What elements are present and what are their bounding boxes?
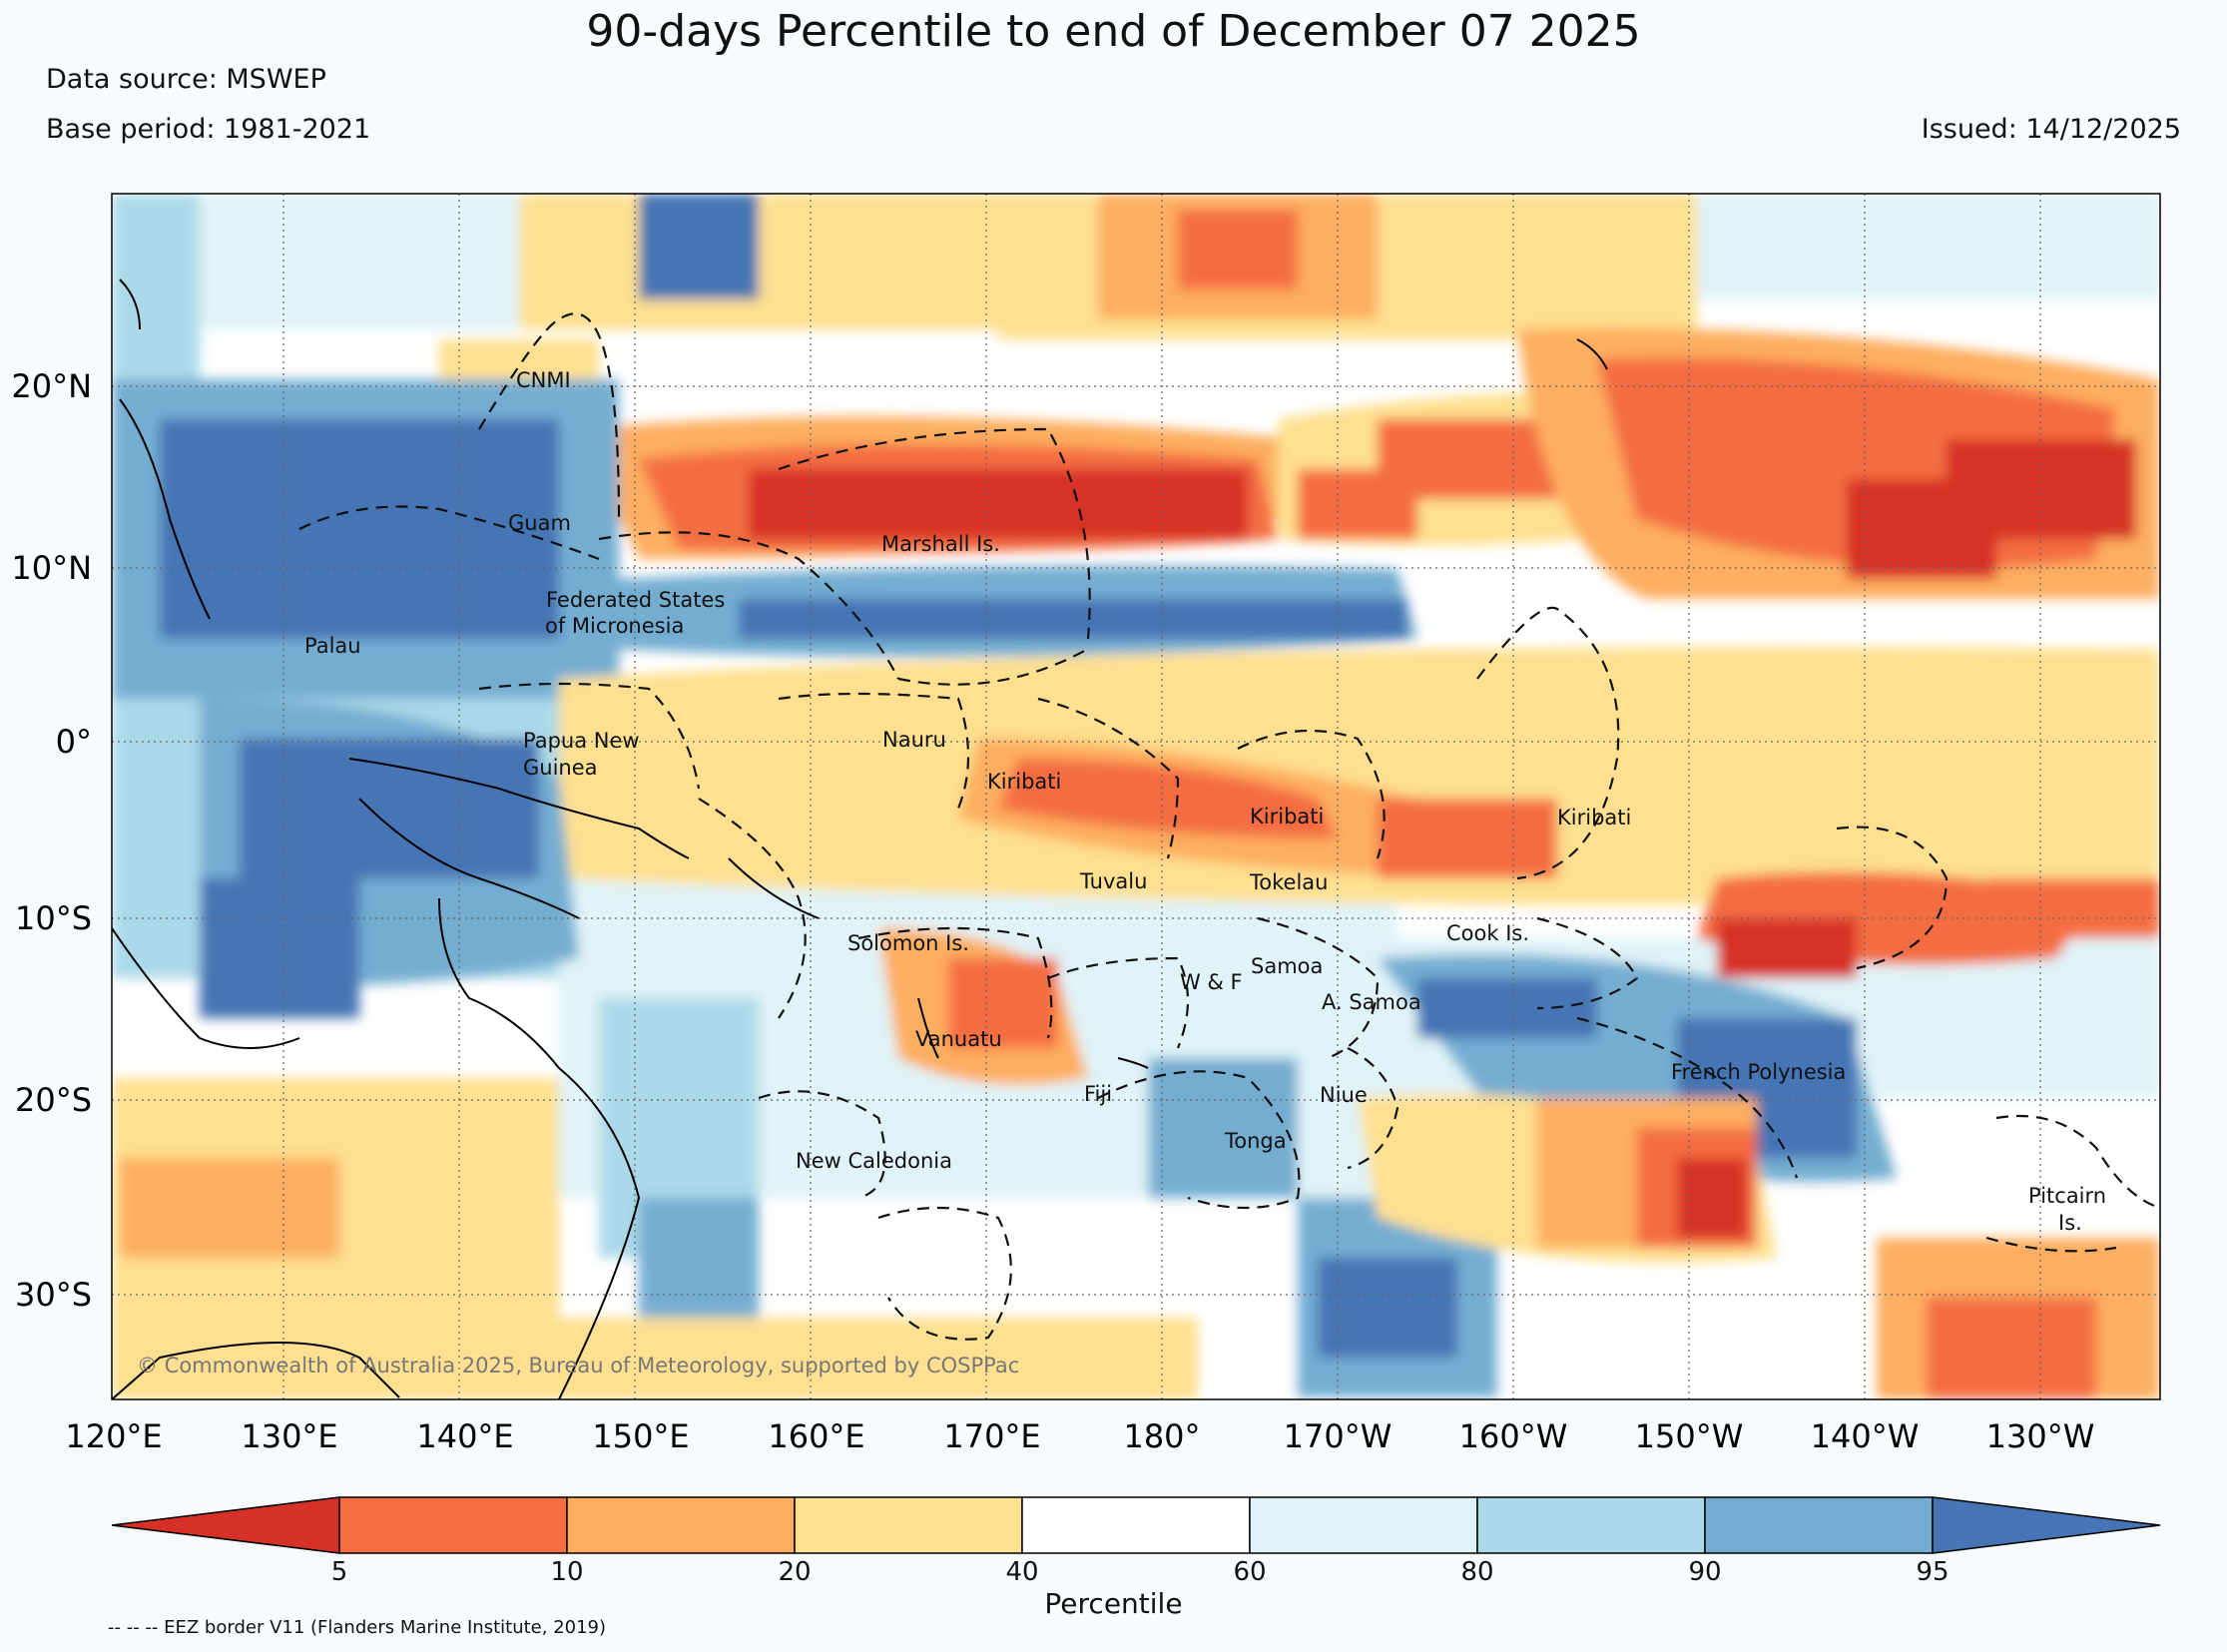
region-label-nauru: Nauru [882,728,946,752]
region-label-tonga: Tonga [1224,1129,1287,1153]
region-label-tokelau: Tokelau [1249,870,1328,894]
colorbar-segment [1021,1496,1251,1554]
colorbar-segment [566,1496,796,1554]
region-label-french-polynesia: French Polynesia [1671,1060,1846,1084]
region-label-kiribati-east: Kiribati [1557,806,1631,829]
region-label-fiji: Fiji [1084,1082,1112,1106]
colorbar-tick: 10 [550,1557,584,1587]
colorbar-tick: 95 [1916,1557,1949,1587]
percentile-field [112,194,2160,1399]
colorbar-tick: 20 [778,1557,812,1587]
lat-tick: 10°N [11,549,92,587]
lon-tick: 150°E [592,1417,689,1455]
region-label-new-caledonia: New Caledonia [796,1149,952,1173]
region-label-guam: Guam [508,511,571,535]
region-label-cook: Cook Is. [1446,921,1529,945]
colorbar-segment [1249,1496,1478,1554]
map-title: 90-days Percentile to end of December 07… [586,6,1641,57]
lat-tick: 20°N [11,367,92,405]
lat-tick: 20°S [15,1081,92,1119]
data-source: Data source: MSWEP [46,64,326,95]
region-label-kiribati-central: Kiribati [1250,805,1324,828]
colorbar-segment [1704,1496,1934,1554]
lon-tick: 160°W [1459,1417,1568,1455]
region-label-png-line2: Guinea [523,756,598,780]
lon-tick: 150°W [1635,1417,1744,1455]
coastlines [112,278,1608,1399]
lat-tick: 30°S [15,1276,92,1314]
colorbar-tick: 60 [1233,1557,1267,1587]
lat-tick: 10°S [15,899,92,937]
lon-tick: 120°E [65,1417,162,1455]
region-label-palau: Palau [304,634,361,658]
region-label-marshall: Marshall Is. [881,532,1000,556]
eez-borders [298,312,2160,1341]
lon-tick: 140°E [416,1417,513,1455]
lon-tick: 180° [1123,1417,1200,1455]
graticule [112,194,2160,1399]
region-label-pitcairn-line2: Is. [2058,1211,2082,1235]
colorbar-max-arrow [1932,1496,2161,1554]
lon-tick: 170°W [1284,1417,1392,1455]
colorbar-segment [338,1496,568,1554]
region-label-wallis-futuna: W & F [1180,970,1243,994]
region-label-fsm-line1: Federated States [546,588,725,612]
lat-tick: 0° [56,723,92,761]
colorbar [111,1496,2161,1554]
base-period: Base period: 1981-2021 [46,114,371,145]
lon-tick: 160°E [768,1417,864,1455]
colorbar-tick: 5 [330,1557,348,1587]
region-label-niue: Niue [1320,1083,1368,1107]
region-label-png-line1: Papua New [523,729,640,753]
colorbar-min-arrow [111,1496,340,1554]
region-label-cnmi: CNMI [516,368,571,392]
lat-axis: 20°N 10°N 0° 10°S 20°S 30°S [11,367,92,1314]
lon-axis: 120°E 130°E 140°E 150°E 160°E 170°E 180°… [65,1417,2094,1455]
issued-date: Issued: 14/12/2025 [1921,114,2181,145]
eez-footnote: -- -- -- EEZ border V11 (Flanders Marine… [108,1617,607,1638]
region-label-american-samoa: A. Samoa [1322,990,1421,1014]
region-label-solomon: Solomon Is. [847,931,969,955]
region-label-pitcairn-line1: Pitcairn [2028,1184,2106,1208]
region-label-samoa: Samoa [1251,954,1323,978]
colorbar-segment [1476,1496,1706,1554]
lon-tick: 130°E [241,1417,337,1455]
lon-tick: 130°W [1986,1417,2095,1455]
lon-tick: 170°E [943,1417,1040,1455]
region-label-kiribati-west: Kiribati [987,770,1061,794]
colorbar-tick: 80 [1460,1557,1494,1587]
region-label-fsm-line2: of Micronesia [545,614,684,638]
region-label-vanuatu: Vanuatu [915,1027,1002,1051]
colorbar-tick: 90 [1688,1557,1722,1587]
colorbar-tick: 40 [1005,1557,1039,1587]
lon-tick: 140°W [1811,1417,1920,1455]
colorbar-segment [794,1496,1023,1554]
region-label-tuvalu: Tuvalu [1079,869,1147,893]
copyright-text: © Commonwealth of Australia 2025, Bureau… [137,1354,1019,1377]
colorbar-label: Percentile [1044,1587,1183,1620]
